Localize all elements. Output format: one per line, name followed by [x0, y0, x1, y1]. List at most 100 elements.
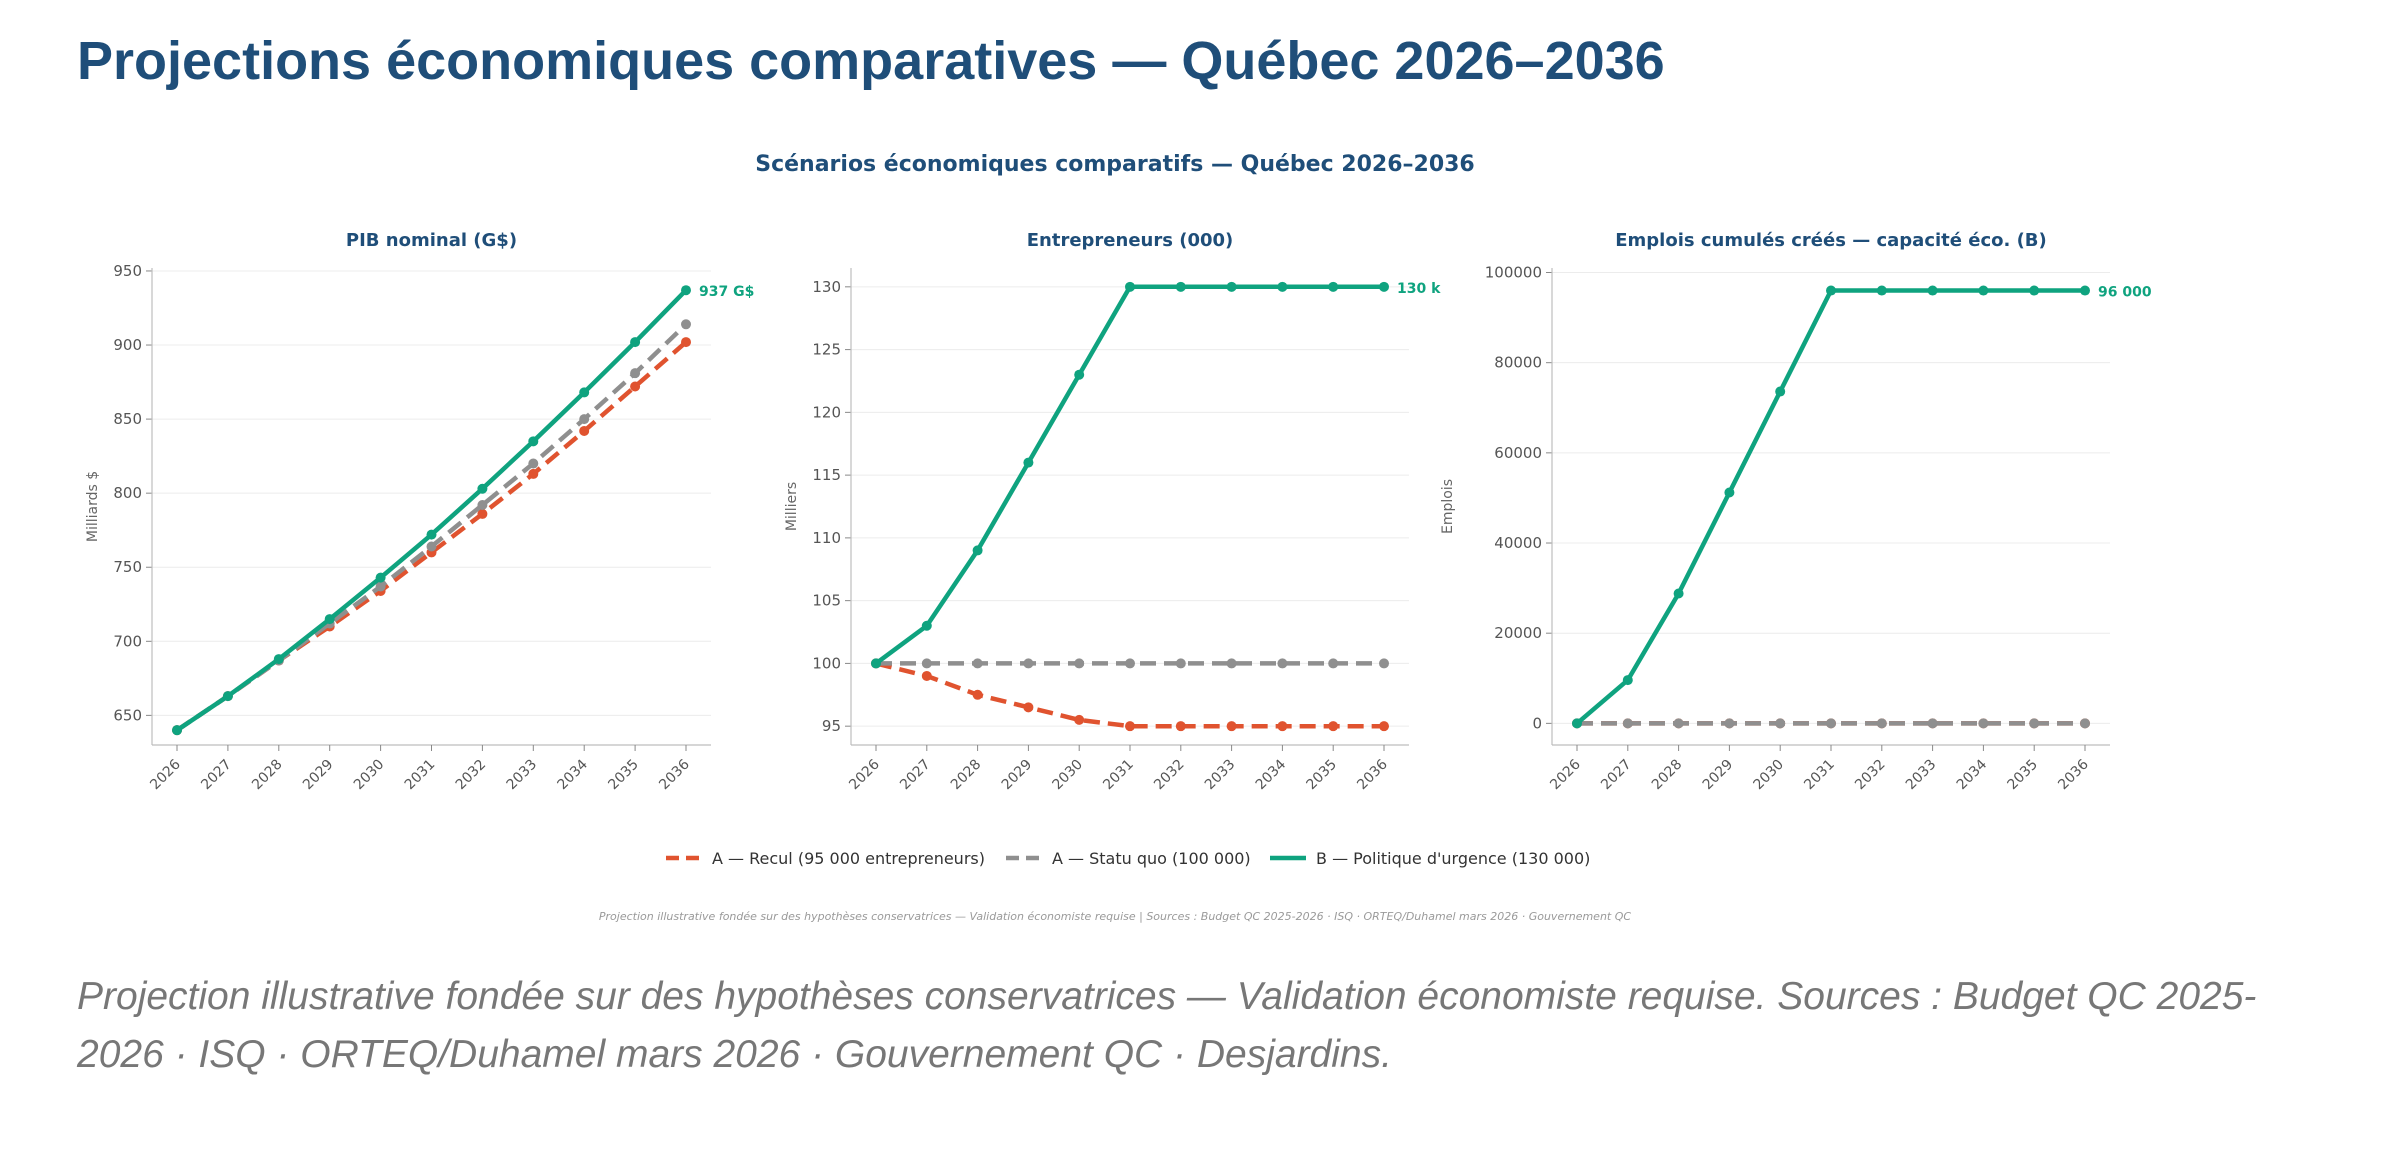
data-point: [426, 529, 437, 540]
data-point: [1775, 718, 1786, 729]
x-tick-label: 2028: [249, 757, 286, 794]
data-point: [1622, 718, 1633, 729]
panel-title: Entrepreneurs (000): [1027, 230, 1234, 251]
data-point: [1724, 718, 1735, 729]
data-point: [1572, 718, 1582, 729]
x-tick-label: 2033: [1903, 757, 1940, 794]
x-tick-label: 2026: [1547, 756, 1584, 793]
x-tick-label: 2035: [2005, 757, 2042, 794]
x-tick-label: 2030: [1050, 757, 1087, 794]
data-point: [222, 691, 233, 702]
end-value-label: 937 G$: [699, 284, 754, 300]
data-point: [528, 458, 539, 469]
data-point: [2080, 285, 2090, 296]
x-tick-label: 2036: [2055, 756, 2092, 793]
y-tick-label: 110: [812, 529, 841, 547]
data-point: [1826, 718, 1836, 729]
y-tick-label: 800: [113, 484, 142, 502]
legend-label: A — Recul (95 000 entrepreneurs): [712, 849, 985, 868]
chart-panels: PIB nominal (G$)650700750800850900950202…: [85, 230, 2152, 793]
legend-item: B — Politique d'urgence (130 000): [1270, 849, 1590, 868]
data-point: [1673, 718, 1684, 729]
data-point: [921, 658, 932, 669]
series-line: [875, 661, 1384, 729]
chart-panel-1: PIB nominal (G$) 650 700 750 800 850 900 950 202…: [85, 230, 754, 793]
legend-label: A — Statu quo (100 000): [1052, 849, 1251, 868]
series-line: [175, 288, 688, 733]
x-tick-label: 2030: [351, 757, 388, 794]
y-tick-label: 100000: [1485, 264, 1542, 282]
data-point: [630, 381, 641, 392]
data-point: [630, 368, 641, 379]
x-tick-label: 2028: [948, 757, 985, 794]
x-tick-label: 2027: [1598, 757, 1635, 794]
data-point: [921, 670, 932, 681]
x-tick-label: 2035: [605, 757, 642, 794]
y-axis-label: Emplois: [1440, 479, 1456, 534]
chart-legend: A — Recul (95 000 entrepreneurs) A — Stat…: [666, 849, 1590, 868]
y-tick-label: 100: [812, 654, 841, 672]
data-point: [528, 436, 539, 447]
series-1: [871, 658, 1389, 732]
data-point: [375, 581, 386, 592]
data-point: [630, 337, 641, 348]
x-tick-label: 2034: [1954, 756, 1991, 793]
data-point: [972, 658, 983, 669]
data-point: [1277, 281, 1288, 292]
y-tick-label: 950: [113, 262, 142, 280]
data-point: [477, 500, 488, 511]
x-tick-label: 2034: [1253, 756, 1290, 793]
data-point: [1277, 658, 1288, 669]
series-3: [172, 285, 691, 736]
data-point: [1125, 281, 1135, 292]
series-2: [871, 658, 1389, 669]
data-point: [972, 689, 983, 700]
data-point: [1927, 285, 1938, 296]
y-tick-label: 130: [812, 278, 841, 296]
chart-panel-2: Entrepreneurs (000) 95 100 105 110 115 120 125 1…: [784, 230, 1441, 793]
data-point: [1328, 658, 1339, 669]
data-point: [1125, 658, 1135, 669]
data-point: [1226, 281, 1237, 292]
x-tick-label: 2029: [999, 757, 1036, 794]
x-tick-label: 2029: [1700, 757, 1737, 794]
x-tick-label: 2026: [147, 756, 184, 793]
y-tick-label: 80000: [1494, 354, 1542, 372]
data-point: [1876, 285, 1887, 296]
series-3: [1572, 285, 2090, 729]
data-point: [273, 654, 284, 665]
x-tick-label: 2031: [1100, 757, 1137, 794]
x-tick-label: 2027: [198, 757, 235, 794]
data-point: [1927, 718, 1938, 729]
x-tick-label: 2035: [1304, 757, 1341, 794]
data-point: [1379, 658, 1389, 669]
x-tick-label: 2030: [1751, 757, 1788, 794]
x-tick-label: 2028: [1649, 757, 1686, 794]
data-point: [579, 414, 590, 425]
x-tick-label: 2032: [453, 757, 490, 794]
y-tick-label: 0: [1532, 714, 1542, 732]
figure-footnote: Projection illustrative fondée sur des h…: [599, 910, 1631, 923]
x-tick-label: 2033: [1202, 757, 1239, 794]
legend-item: A — Statu quo (100 000): [1006, 849, 1251, 868]
panel-title: PIB nominal (G$): [346, 230, 517, 251]
page-caption: Projection illustrative fondée sur des h…: [77, 975, 2257, 1076]
x-tick-label: 2029: [300, 757, 337, 794]
data-point: [681, 337, 691, 348]
x-tick-label: 2027: [897, 757, 934, 794]
data-point: [1023, 457, 1034, 468]
data-point: [1074, 369, 1085, 380]
series-line: [175, 322, 688, 733]
data-point: [1074, 658, 1085, 669]
data-point: [579, 425, 590, 436]
data-point: [972, 545, 983, 556]
data-point: [477, 483, 488, 494]
data-point: [1226, 721, 1237, 732]
x-tick-label: 2036: [656, 756, 693, 793]
chart-panel-3: Emplois cumulés créés — capacité éco. (B…: [1440, 230, 2152, 793]
data-point: [1775, 386, 1786, 397]
y-tick-label: 95: [822, 717, 841, 735]
data-point: [921, 620, 932, 631]
data-point: [1023, 658, 1034, 669]
